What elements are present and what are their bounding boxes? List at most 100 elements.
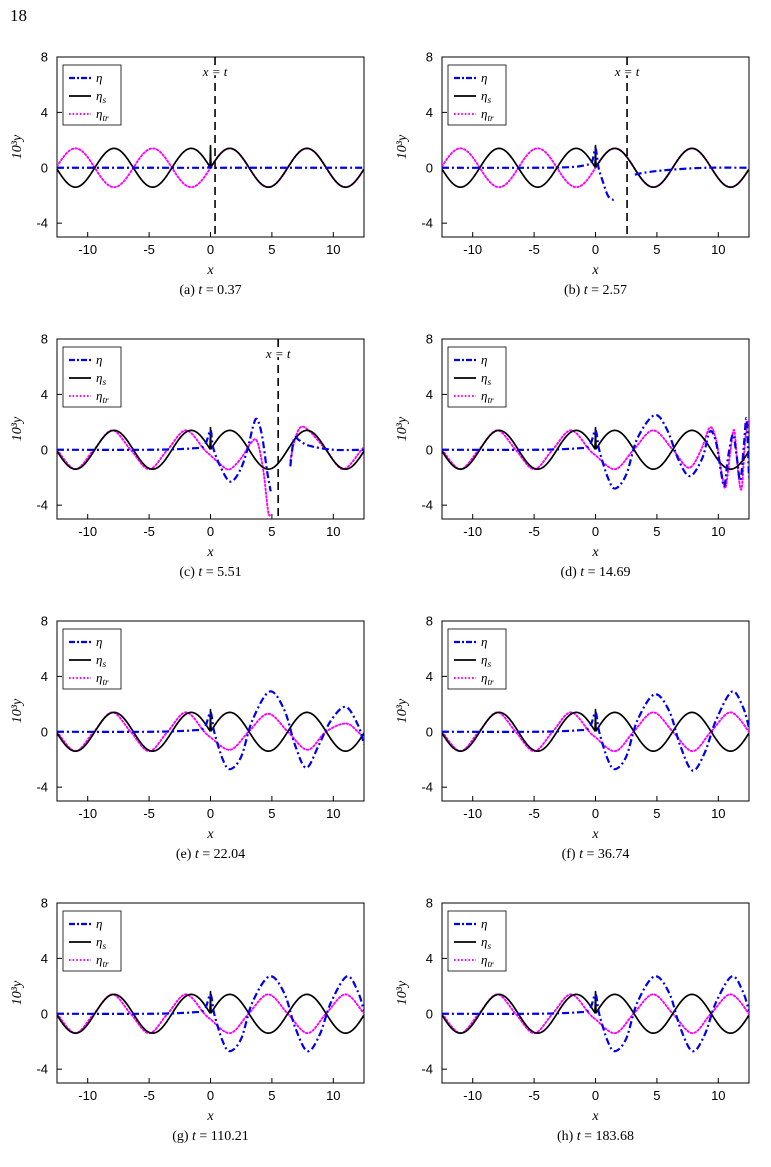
x-tick-label: -10 (78, 242, 97, 257)
series-line-eta_tr (442, 418, 749, 491)
chart-panel-e: -10 -5 0 5 10 -4 0 4 8 x 10³y η ηs ηtr (e) t = 22.04 (0, 604, 385, 874)
legend-label-eta: η (96, 916, 102, 931)
series-line-eta_s (57, 144, 364, 188)
legend-box (62, 64, 122, 126)
y-tick-label: 0 (41, 1006, 48, 1021)
legend-label-eta: η (481, 916, 487, 931)
x-axis-label: x (206, 545, 214, 560)
page-number: 18 (10, 6, 27, 25)
x-tick-label: -10 (78, 1088, 97, 1103)
y-tick-label: 8 (41, 50, 48, 65)
y-tick-label: -4 (421, 498, 433, 513)
series-group (442, 144, 749, 201)
y-tick-label: 8 (41, 896, 48, 911)
chart-panel-c: -10 -5 0 5 10 -4 0 4 8 x 10³y x = t η ηs ηtr (c) t = 5.… (0, 322, 385, 592)
chart-panel-d: -10 -5 0 5 10 -4 0 4 8 x 10³y η ηs ηtr (d) t = 14.69 (385, 322, 770, 592)
chart-panel-b: -10 -5 0 5 10 -4 0 4 8 x 10³y x = t η ηs ηtr (b) t = 2.… (385, 40, 770, 310)
x-tick-label: -5 (143, 524, 155, 539)
y-tick-label: 4 (426, 105, 433, 120)
panel-caption: (b) t = 2.57 (564, 283, 627, 298)
x-tick-label: 10 (326, 524, 340, 539)
series-line-eta (442, 413, 749, 490)
x-tick-label: 0 (207, 1088, 214, 1103)
x-axis-label: x (206, 1109, 214, 1124)
x-tick-label: 10 (326, 242, 340, 257)
y-tick-label: -4 (36, 498, 48, 513)
y-tick-label: 4 (41, 951, 48, 966)
series-group (442, 690, 749, 772)
y-axis-label: 10³y (395, 134, 410, 159)
series-line-eta_s (442, 990, 749, 1034)
y-axis-label: 10³y (10, 134, 25, 159)
legend-label-eta_s: ηs (481, 370, 491, 388)
x-axis-label: x (591, 263, 599, 278)
legend-box (447, 346, 507, 408)
y-tick-label: 0 (426, 442, 433, 457)
y-tick-label: 8 (426, 332, 433, 347)
series-line-eta (57, 690, 364, 771)
y-tick-label: 4 (426, 951, 433, 966)
chart-panel-f: -10 -5 0 5 10 -4 0 4 8 x 10³y η ηs ηtr (f) t = 36.74 (385, 604, 770, 874)
x-tick-label: 10 (326, 806, 340, 821)
legend-label-eta_tr: ηtr (481, 388, 494, 406)
series-line-eta (57, 975, 364, 1053)
x-tick-label: 10 (711, 1088, 725, 1103)
x-axis-label: x (591, 545, 599, 560)
series-line-eta_s (442, 426, 749, 470)
legend-label-eta_s: ηs (481, 88, 491, 106)
y-tick-label: -4 (421, 216, 433, 231)
x-tick-label: -10 (463, 806, 482, 821)
x-tick-label: 0 (207, 242, 214, 257)
x-tick-label: 5 (268, 806, 275, 821)
legend-label-eta_tr: ηtr (96, 106, 109, 124)
y-tick-label: 0 (41, 724, 48, 739)
legend-box (62, 628, 122, 690)
x-tick-label: -5 (143, 242, 155, 257)
series-line-eta_s (57, 708, 364, 752)
legend-label-eta_tr: ηtr (481, 952, 494, 970)
y-tick-label: 0 (41, 160, 48, 175)
x-tick-label: 5 (268, 242, 275, 257)
series-group (442, 413, 749, 491)
panel-caption: (e) t = 22.04 (176, 847, 245, 862)
y-axis-label: 10³y (395, 698, 410, 723)
x-tick-label: 10 (326, 1088, 340, 1103)
legend-label-eta_s: ηs (96, 934, 106, 952)
chart-panel-g: -10 -5 0 5 10 -4 0 4 8 x 10³y η ηs ηtr (g) t = 110.21 (0, 886, 385, 1156)
x-tick-label: 5 (653, 806, 660, 821)
legend-label-eta_s: ηs (96, 652, 106, 670)
x-tick-label: 0 (592, 524, 599, 539)
y-tick-label: 4 (426, 387, 433, 402)
chart-panel-a: -10 -5 0 5 10 -4 0 4 8 x 10³y x = t η ηs ηtr (a) t = 0.… (0, 40, 385, 310)
y-tick-label: 8 (41, 332, 48, 347)
y-tick-label: 4 (41, 669, 48, 684)
y-tick-label: -4 (36, 1062, 48, 1077)
x-tick-label: 10 (711, 242, 725, 257)
y-axis-label: 10³y (10, 980, 25, 1005)
series-line-eta_s (442, 708, 749, 752)
front-label: x = t (614, 64, 640, 79)
x-tick-label: 5 (653, 242, 660, 257)
series-line-eta_s (57, 426, 364, 470)
legend-box (62, 910, 122, 972)
x-tick-label: 0 (592, 242, 599, 257)
y-tick-label: 0 (426, 724, 433, 739)
x-tick-label: -10 (463, 1088, 482, 1103)
series-group (57, 975, 364, 1053)
y-tick-label: 0 (41, 442, 48, 457)
x-tick-label: 5 (653, 524, 660, 539)
chart-panel-h: -10 -5 0 5 10 -4 0 4 8 x 10³y η ηs ηtr (h) t = 183.68 (385, 886, 770, 1156)
x-tick-label: 5 (653, 1088, 660, 1103)
y-tick-label: 0 (426, 160, 433, 175)
x-tick-label: -10 (78, 806, 97, 821)
y-tick-label: 8 (426, 614, 433, 629)
legend-label-eta_tr: ηtr (481, 670, 494, 688)
series-group (57, 144, 364, 189)
y-tick-label: 8 (426, 896, 433, 911)
legend-label-eta_tr: ηtr (96, 670, 109, 688)
legend-label-eta_tr: ηtr (481, 106, 494, 124)
y-tick-label: 4 (41, 105, 48, 120)
